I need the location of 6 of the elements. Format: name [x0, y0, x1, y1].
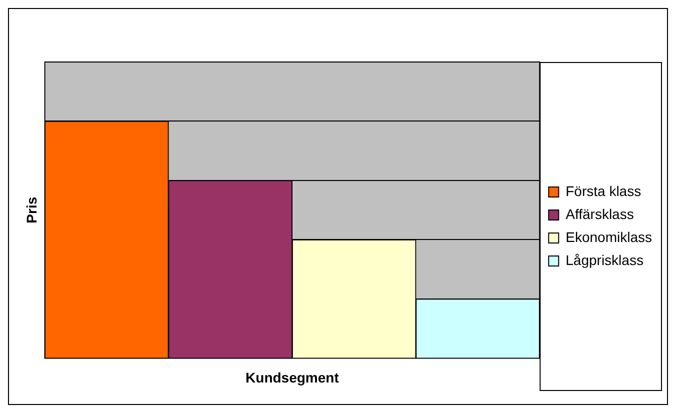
legend-label: Affärsklass [566, 206, 634, 222]
legend-label: Ekonomiklass [566, 228, 652, 245]
legend-label: Lågprisklass [566, 252, 644, 268]
y-axis-title: Pris [23, 196, 40, 224]
legend-label: Första klass [566, 182, 642, 199]
x-axis-title: Kundsegment [246, 369, 340, 386]
